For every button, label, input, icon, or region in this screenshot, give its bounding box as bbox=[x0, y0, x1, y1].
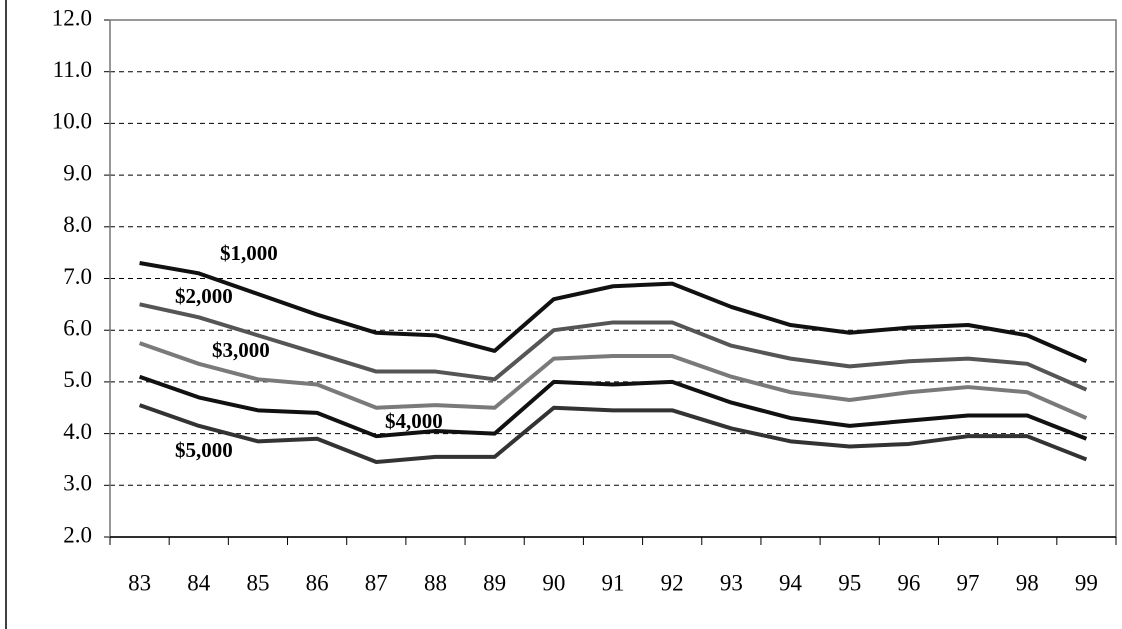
y-tick-label: 11.0 bbox=[53, 57, 92, 82]
x-tick-label: 90 bbox=[542, 570, 565, 595]
series-label: $4,000 bbox=[385, 409, 443, 433]
y-tick-label: 2.0 bbox=[63, 522, 92, 547]
x-tick-label: 97 bbox=[957, 570, 980, 595]
series-label: $1,000 bbox=[220, 241, 278, 265]
x-tick-label: 96 bbox=[897, 570, 920, 595]
series-line bbox=[138, 374, 1088, 441]
series-line bbox=[138, 341, 1088, 420]
series-label: $5,000 bbox=[175, 438, 233, 462]
x-tick-label: 85 bbox=[246, 570, 269, 595]
x-tick-label: 91 bbox=[602, 570, 625, 595]
series-label: $3,000 bbox=[212, 338, 270, 362]
x-tick-label: 95 bbox=[838, 570, 861, 595]
x-tick-label: 98 bbox=[1016, 570, 1039, 595]
y-tick-label: 12.0 bbox=[52, 5, 92, 30]
y-tick-label: 3.0 bbox=[63, 471, 92, 496]
x-tick-label: 89 bbox=[483, 570, 506, 595]
x-tick-label: 88 bbox=[424, 570, 447, 595]
x-tick-label: 86 bbox=[306, 570, 329, 595]
series-line bbox=[138, 403, 1088, 465]
y-tick-label: 6.0 bbox=[63, 315, 92, 340]
y-tick-label: 10.0 bbox=[52, 109, 92, 134]
series-line bbox=[139, 261, 1088, 364]
x-tick-label: 83 bbox=[128, 570, 151, 595]
y-tick-label: 8.0 bbox=[63, 212, 92, 237]
y-tick-label: 7.0 bbox=[63, 264, 92, 289]
y-tick-label: 4.0 bbox=[63, 419, 92, 444]
x-tick-label: 84 bbox=[187, 570, 211, 595]
x-tick-label: 87 bbox=[365, 570, 388, 595]
y-tick-label: 5.0 bbox=[63, 367, 92, 392]
x-tick-label: 94 bbox=[779, 570, 803, 595]
x-tick-label: 99 bbox=[1075, 570, 1098, 595]
series-line bbox=[139, 302, 1088, 392]
series-label: $2,000 bbox=[175, 284, 233, 308]
x-tick-label: 93 bbox=[720, 570, 743, 595]
y-tick-label: 9.0 bbox=[63, 160, 92, 185]
x-tick-label: 92 bbox=[661, 570, 684, 595]
